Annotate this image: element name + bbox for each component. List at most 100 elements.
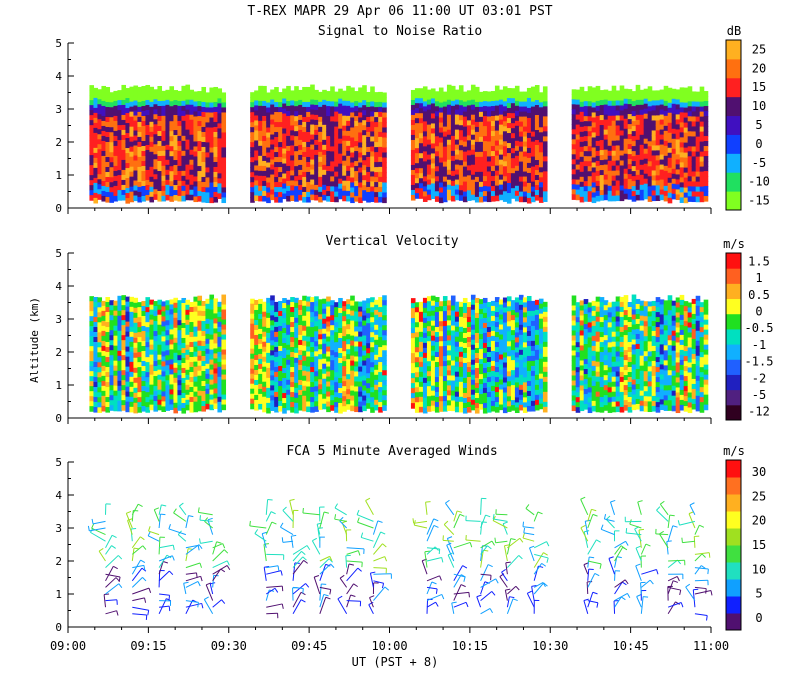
- snr-cell: [342, 110, 347, 117]
- snr-cell: [358, 102, 363, 109]
- vv-cell: [342, 351, 347, 357]
- snr-cell: [659, 194, 665, 201]
- snr-cell: [97, 154, 103, 160]
- vv-cell: [89, 321, 95, 327]
- vv-cell: [286, 329, 291, 336]
- snr-cell: [129, 186, 135, 193]
- vv-cell: [374, 404, 379, 411]
- vv-cell: [250, 318, 255, 325]
- snr-cell: [121, 189, 127, 196]
- snr-cell: [418, 163, 424, 169]
- snr-cell: [502, 91, 508, 97]
- snr-cell: [430, 103, 436, 110]
- vv-cell: [262, 331, 267, 338]
- snr-cell: [298, 104, 303, 111]
- vv-cell: [290, 372, 295, 378]
- snr-cell: [330, 101, 335, 107]
- vv-cell: [306, 341, 311, 348]
- vv-cell: [93, 341, 99, 348]
- vv-cell: [270, 295, 275, 301]
- vv-cell: [221, 399, 227, 406]
- snr-cell: [217, 158, 223, 164]
- snr-cell: [579, 156, 585, 163]
- snr-cell: [683, 192, 689, 199]
- y-tick-label: 4: [55, 70, 62, 83]
- vv-cell: [422, 297, 428, 304]
- snr-cell: [486, 146, 492, 153]
- snr-cell: [679, 152, 685, 158]
- snr-cell: [442, 151, 448, 158]
- snr-cell: [538, 132, 544, 138]
- vv-cell: [93, 391, 99, 398]
- vv-cell: [121, 320, 127, 326]
- snr-cell: [659, 169, 665, 176]
- snr-cell: [374, 147, 379, 153]
- vv-cell: [422, 382, 428, 389]
- snr-cell: [619, 150, 625, 157]
- snr-cell: [542, 131, 548, 137]
- vv-cell: [314, 406, 319, 412]
- vv-cell: [294, 392, 299, 399]
- snr-cell: [534, 195, 540, 201]
- vv-cell: [354, 381, 359, 388]
- vv-cell: [414, 347, 420, 353]
- snr-cell: [679, 182, 685, 188]
- vv-cell: [442, 336, 448, 342]
- snr-cell: [587, 186, 593, 192]
- snr-cell: [490, 141, 496, 147]
- snr-cell: [189, 99, 195, 106]
- vv-cell: [169, 379, 175, 386]
- vv-cell: [213, 323, 219, 330]
- snr-cell: [221, 187, 227, 194]
- snr-cell: [615, 140, 621, 147]
- snr-cell: [470, 184, 476, 191]
- vv-cell: [370, 312, 375, 318]
- snr-cell: [450, 185, 456, 192]
- snr-cell: [655, 125, 661, 131]
- snr-cell: [623, 143, 629, 150]
- vv-cell: [133, 302, 139, 309]
- snr-cell: [326, 176, 331, 182]
- snr-cell: [294, 131, 299, 137]
- snr-cell: [274, 92, 279, 98]
- snr-cell: [173, 150, 179, 156]
- snr-cell: [651, 155, 657, 162]
- figure-title: T-REX MAPR 29 Apr 06 11:00 UT 03:01 PST: [247, 4, 552, 19]
- vv-cell: [282, 368, 287, 374]
- vv-cell: [374, 394, 379, 401]
- snr-cell: [278, 117, 283, 123]
- snr-cell: [354, 136, 359, 142]
- snr-cell: [587, 141, 593, 147]
- snr-cell: [651, 95, 657, 102]
- snr-cell: [667, 92, 673, 99]
- snr-cell: [366, 106, 371, 113]
- vv-cell: [362, 395, 367, 402]
- snr-cell: [181, 95, 187, 102]
- vv-cell: [294, 382, 299, 389]
- snr-cell: [362, 135, 367, 141]
- vv-cell: [266, 327, 271, 334]
- vv-cell: [205, 308, 211, 315]
- snr-cell: [506, 168, 512, 174]
- vv-cell: [197, 350, 203, 357]
- snr-cell: [221, 172, 227, 179]
- snr-cell: [651, 165, 657, 172]
- snr-cell: [197, 106, 203, 112]
- vv-cell: [410, 368, 416, 374]
- snr-cell: [446, 189, 452, 196]
- snr-cell: [454, 169, 460, 176]
- vv-cell: [89, 366, 95, 372]
- snr-cell: [414, 113, 420, 119]
- snr-cell: [699, 181, 705, 188]
- snr-cell: [502, 136, 508, 142]
- snr-cell: [121, 114, 127, 121]
- x-axis-label: UT (PST + 8): [352, 655, 439, 669]
- vv-cell: [434, 377, 440, 383]
- snr-cell: [575, 189, 581, 196]
- snr-cell: [595, 140, 601, 147]
- snr-cell: [430, 138, 436, 145]
- vv-cell: [290, 307, 295, 313]
- vv-cell: [121, 325, 127, 331]
- snr-cell: [695, 181, 701, 188]
- snr-cell: [639, 194, 645, 201]
